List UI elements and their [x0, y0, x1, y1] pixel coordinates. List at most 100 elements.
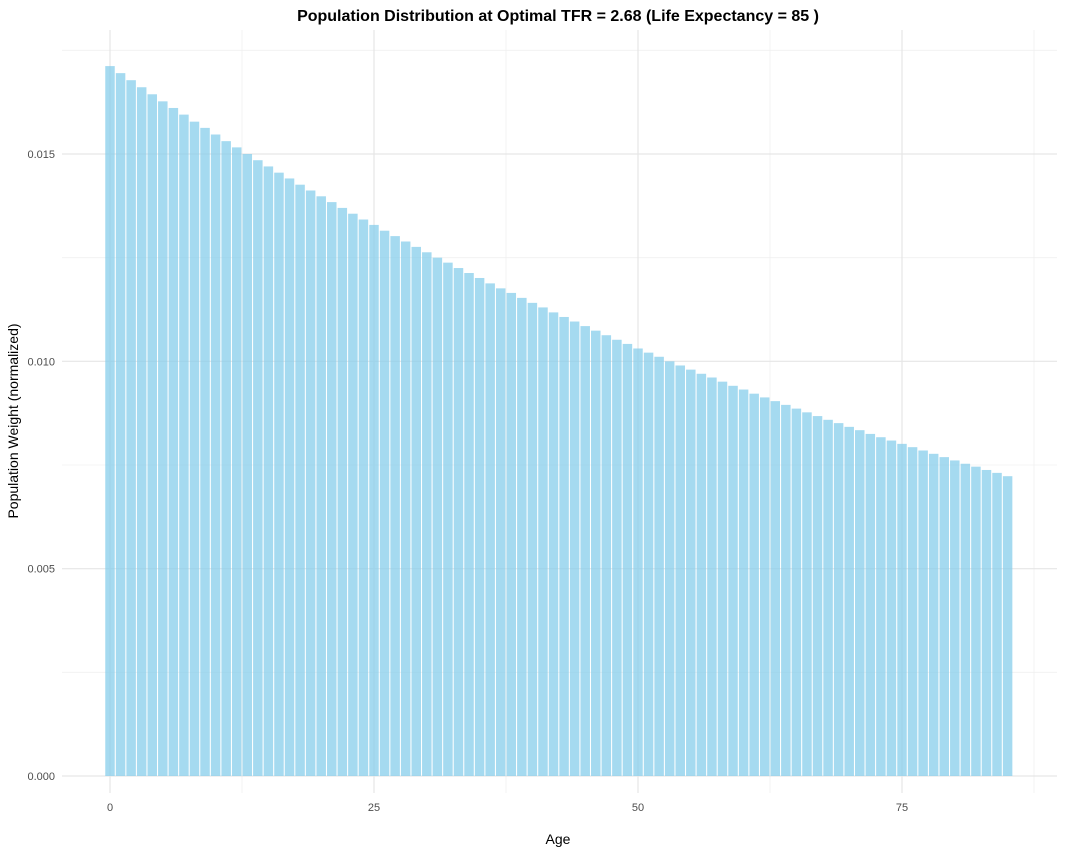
- bar-age-13: [242, 154, 253, 776]
- bar-age-19: [305, 190, 316, 776]
- bar-age-65: [791, 408, 802, 776]
- bar-age-29: [411, 246, 421, 777]
- bar-age-82: [971, 466, 981, 776]
- bar-age-78: [928, 453, 939, 776]
- bar-age-45: [580, 326, 590, 776]
- bar-age-55: [686, 369, 696, 776]
- bar-age-49: [622, 343, 633, 776]
- bar-age-43: [559, 316, 569, 776]
- bar-age-46: [591, 330, 601, 776]
- bar-age-4: [147, 94, 157, 776]
- bar-age-41: [538, 307, 548, 776]
- bar-age-58: [717, 381, 728, 776]
- bar-age-60: [738, 389, 749, 776]
- bars-layer: [105, 66, 1013, 777]
- bar-age-15: [263, 166, 274, 776]
- bar-age-53: [664, 361, 675, 776]
- bar-age-37: [495, 288, 506, 776]
- bar-age-85: [1002, 476, 1013, 776]
- y-tick-label: 0.010: [27, 356, 55, 368]
- bar-age-0: [105, 66, 115, 776]
- bar-age-3: [136, 87, 147, 777]
- bar-age-72: [865, 433, 876, 776]
- ticks-layer: 0.000 0.005 0.010 0.015 0 25 50 75: [27, 149, 908, 814]
- bar-age-50: [633, 348, 643, 776]
- bar-age-11: [221, 141, 231, 777]
- bar-age-10: [210, 134, 221, 776]
- bar-age-20: [316, 196, 326, 776]
- bar-age-69: [833, 423, 844, 776]
- bar-age-52: [654, 356, 664, 776]
- bar-age-73: [876, 437, 886, 776]
- bar-age-23: [348, 213, 358, 776]
- bar-age-12: [231, 147, 242, 776]
- bar-age-34: [464, 273, 474, 776]
- bar-age-56: [696, 373, 707, 776]
- bar-age-64: [781, 404, 791, 776]
- bar-age-57: [707, 377, 717, 776]
- bar-age-8: [189, 121, 200, 776]
- bar-age-62: [759, 397, 770, 776]
- bar-age-59: [728, 385, 738, 776]
- bar-age-32: [443, 262, 453, 776]
- bar-age-14: [253, 160, 263, 777]
- bar-age-54: [675, 365, 685, 776]
- bar-age-40: [527, 302, 538, 776]
- bar-age-18: [295, 184, 305, 777]
- bar-age-22: [337, 207, 348, 776]
- bar-age-5: [158, 101, 168, 776]
- bar-age-24: [358, 219, 369, 776]
- bar-age-51: [643, 352, 654, 776]
- bar-age-7: [179, 114, 189, 776]
- y-axis-label: Population Weight (normalized): [5, 323, 21, 518]
- bar-age-68: [823, 419, 833, 776]
- bar-age-74: [886, 440, 897, 776]
- bar-age-77: [918, 450, 928, 776]
- bar-age-75: [897, 443, 907, 776]
- x-tick-label: 75: [896, 802, 908, 814]
- bar-age-16: [274, 172, 284, 776]
- bar-age-84: [992, 472, 1002, 776]
- bar-age-66: [802, 412, 812, 776]
- bar-age-47: [601, 335, 612, 776]
- y-tick-label: 0.000: [27, 771, 55, 783]
- bar-age-1: [115, 73, 126, 776]
- x-tick-label: 0: [107, 802, 113, 814]
- bar-age-28: [400, 241, 411, 777]
- bar-age-21: [327, 202, 337, 777]
- bar-age-25: [369, 224, 379, 776]
- x-tick-label: 50: [632, 802, 644, 814]
- y-tick-label: 0.005: [27, 564, 55, 576]
- bar-age-31: [432, 257, 443, 777]
- bar-age-42: [548, 312, 559, 776]
- bar-age-80: [950, 460, 960, 776]
- bar-age-6: [168, 107, 179, 777]
- bar-age-33: [453, 268, 464, 776]
- bar-age-27: [390, 236, 400, 776]
- bar-age-17: [284, 178, 295, 776]
- bar-age-9: [200, 127, 210, 777]
- bar-age-76: [907, 447, 918, 776]
- bar-age-38: [506, 292, 517, 776]
- bar-age-81: [960, 463, 971, 776]
- bar-age-26: [379, 230, 390, 777]
- bar-age-39: [517, 297, 527, 776]
- bar-age-61: [749, 393, 759, 776]
- bar-age-79: [939, 457, 949, 776]
- x-axis-label: Age: [546, 831, 571, 847]
- x-tick-label: 25: [368, 802, 380, 814]
- bar-age-30: [422, 252, 432, 776]
- bar-age-2: [126, 80, 136, 776]
- bar-age-35: [474, 277, 485, 776]
- bar-age-83: [981, 469, 992, 776]
- bar-age-44: [569, 321, 580, 776]
- bar-age-67: [812, 416, 823, 776]
- bar-age-70: [844, 426, 854, 776]
- bar-age-48: [612, 339, 622, 776]
- bar-age-71: [855, 430, 865, 776]
- chart-title: Population Distribution at Optimal TFR =…: [297, 8, 819, 25]
- y-tick-label: 0.015: [27, 149, 55, 161]
- bar-age-36: [485, 283, 495, 776]
